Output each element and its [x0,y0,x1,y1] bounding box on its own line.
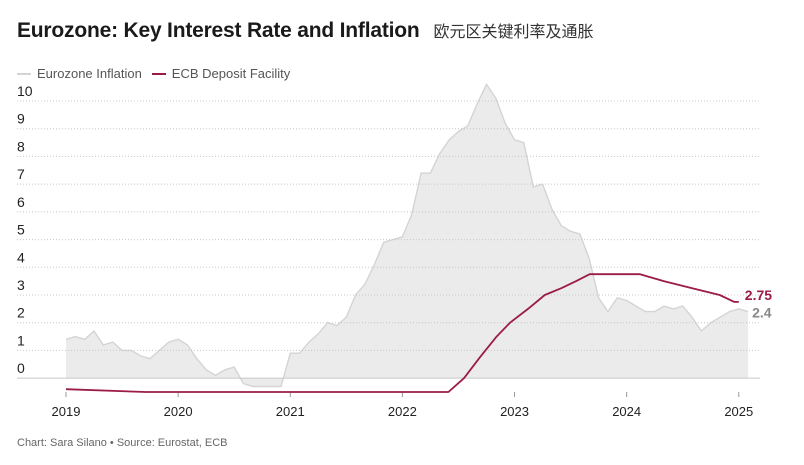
y-tick-5: 5 [17,222,25,238]
x-tick-2022: 2022 [388,404,417,419]
legend-label-deposit-facility: ECB Deposit Facility [171,66,291,81]
y-tick-7: 7 [17,166,25,182]
chart-header: Eurozone: Key Interest Rate and Inflatio… [17,18,594,43]
y-tick-1: 1 [17,332,25,348]
y-tick-8: 8 [17,138,25,154]
chart-subtitle: 欧元区关键利率及通胀 [433,24,594,41]
inflation-area [66,84,749,387]
legend-item-inflation: Eurozone Inflation [17,66,142,81]
y-tick-10: 10 [17,83,33,99]
x-tick-2021: 2021 [276,404,305,419]
x-tick-2024: 2024 [612,404,641,419]
y-tick-9: 9 [17,111,25,127]
y-tick-0: 0 [17,360,25,376]
chart-title: Eurozone: Key Interest Rate and Inflatio… [17,19,420,42]
legend-swatch-deposit-facility [151,72,166,75]
x-tick-2020: 2020 [164,404,193,419]
legend-label-inflation: Eurozone Inflation [37,66,142,81]
y-tick-6: 6 [17,194,25,210]
inflation-end-label: 2.4 [752,305,772,321]
x-tick-2025: 2025 [724,404,753,419]
inflation-line [65,82,749,388]
deposit-facility-end-label: 2.75 [745,287,772,303]
y-tick-3: 3 [17,277,25,293]
x-tick-2019: 2019 [52,404,81,419]
y-tick-2: 2 [17,305,25,321]
chart-legend: Eurozone Inflation ECB Deposit Facility [17,66,290,81]
legend-item-deposit-facility: ECB Deposit Facility [151,66,291,81]
chart-footer: Chart: Sara Silano • Source: Eurostat, E… [17,437,228,449]
legend-swatch-inflation [17,72,31,75]
deposit-facility-line [65,273,739,393]
x-tick-2023: 2023 [500,404,529,419]
y-tick-4: 4 [17,249,25,265]
